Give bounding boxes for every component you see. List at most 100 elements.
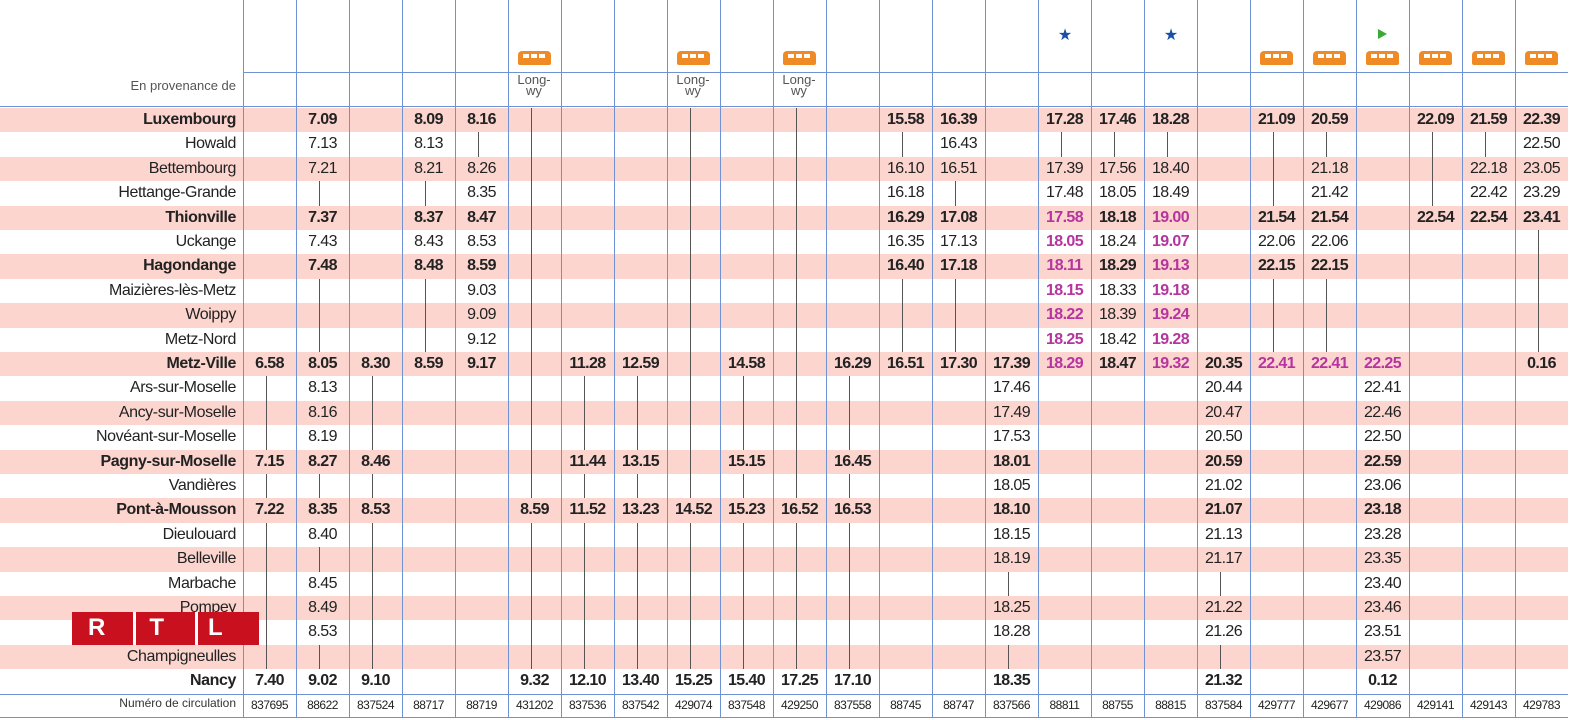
pass-line [848, 571, 850, 596]
grid-line [1038, 0, 1039, 718]
pass-line [530, 132, 532, 157]
pass-line [689, 181, 691, 206]
time: 18.47 [1098, 355, 1137, 372]
pass-line [265, 522, 267, 548]
pass-line [795, 547, 797, 572]
time: 7.13 [308, 135, 337, 153]
time: 8.13 [414, 135, 443, 153]
time: 8.19 [308, 428, 337, 446]
time: 20.59 [1204, 452, 1243, 470]
time: 8.27 [308, 452, 337, 470]
pass-line [583, 644, 585, 670]
row-band [0, 254, 1568, 279]
time: 22.59 [1363, 452, 1402, 470]
time: 20.50 [1204, 428, 1243, 446]
time: 20.44 [1204, 379, 1243, 397]
grid-line [879, 0, 880, 718]
time: 17.58 [1045, 208, 1084, 226]
time: 17.46 [1098, 111, 1137, 128]
pass-line [371, 571, 373, 596]
time: 7.48 [308, 257, 337, 275]
pass-line [689, 327, 691, 352]
row-band [0, 352, 1568, 377]
pass-line [530, 156, 532, 182]
pass-line [848, 425, 850, 450]
pass-line [742, 376, 744, 401]
train-number: 88815 [1155, 697, 1186, 712]
station-name: Bettembourg [148, 159, 237, 177]
time: 17.13 [939, 233, 978, 250]
time: 18.42 [1098, 330, 1137, 348]
bus-window [1440, 54, 1446, 58]
time: 22.15 [1310, 257, 1349, 275]
time: 13.40 [621, 672, 660, 690]
pass-line [530, 425, 532, 450]
pass-line [742, 644, 744, 670]
pass-line [636, 644, 638, 670]
time: 21.26 [1204, 623, 1243, 641]
pass-line [795, 474, 797, 499]
grid-line [1409, 0, 1410, 718]
pass-line [530, 571, 532, 596]
pass-line [689, 449, 691, 474]
time: 12.10 [568, 672, 607, 690]
pass-line [1537, 254, 1539, 279]
pass-line [901, 278, 903, 304]
row-band [0, 498, 1568, 523]
pass-line [742, 596, 744, 621]
pass-line [795, 352, 797, 377]
time: 16.29 [833, 355, 872, 372]
time: 22.50 [1522, 135, 1561, 153]
pass-line [424, 278, 426, 304]
time: 9.03 [467, 281, 496, 299]
train-number: 88747 [943, 697, 974, 712]
pass-line [1166, 132, 1168, 157]
train-number: 429777 [1257, 697, 1296, 712]
time: 22.54 [1469, 208, 1508, 226]
grid-line [455, 0, 456, 718]
pass-line [795, 278, 797, 304]
grid-line [402, 0, 403, 718]
pass-line [530, 596, 532, 621]
pass-line [689, 400, 691, 426]
pass-line [795, 596, 797, 621]
bus-window [539, 54, 545, 58]
grid-line [0, 106, 1568, 107]
bus-window [698, 54, 704, 58]
station-name: Belleville [176, 550, 237, 568]
pass-line [265, 644, 267, 670]
time: 16.40 [886, 257, 925, 275]
logo: RTL [72, 612, 259, 645]
pass-line [1431, 132, 1433, 157]
time: 16.43 [939, 135, 978, 153]
pass-line [689, 547, 691, 572]
time: 22.54 [1416, 208, 1455, 226]
station-name: Vandières [168, 477, 237, 494]
pass-line [689, 522, 691, 548]
time: 9.32 [520, 672, 549, 690]
bus-window [1379, 54, 1385, 58]
pass-line [689, 303, 691, 328]
pass-line [636, 620, 638, 645]
pass-line [1007, 571, 1009, 596]
time: 15.15 [727, 452, 766, 470]
time: 15.23 [727, 501, 766, 519]
pass-line [795, 205, 797, 230]
pass-line [583, 474, 585, 499]
station-name: Uckange [175, 233, 237, 250]
time: 15.25 [674, 672, 713, 690]
pass-line [689, 254, 691, 279]
grid-line [720, 0, 721, 718]
bus-window [1371, 54, 1377, 58]
bus-window [804, 54, 810, 58]
grid-line [0, 716, 1568, 718]
station-name: Marbache [168, 574, 236, 592]
time: 18.10 [992, 501, 1031, 519]
grid-line [243, 72, 1568, 73]
pass-line [1484, 132, 1486, 157]
pass-line [689, 205, 691, 230]
pass-line [1537, 230, 1539, 255]
bus-icon [1366, 51, 1399, 65]
pass-line [901, 132, 903, 157]
pass-line [530, 327, 532, 352]
